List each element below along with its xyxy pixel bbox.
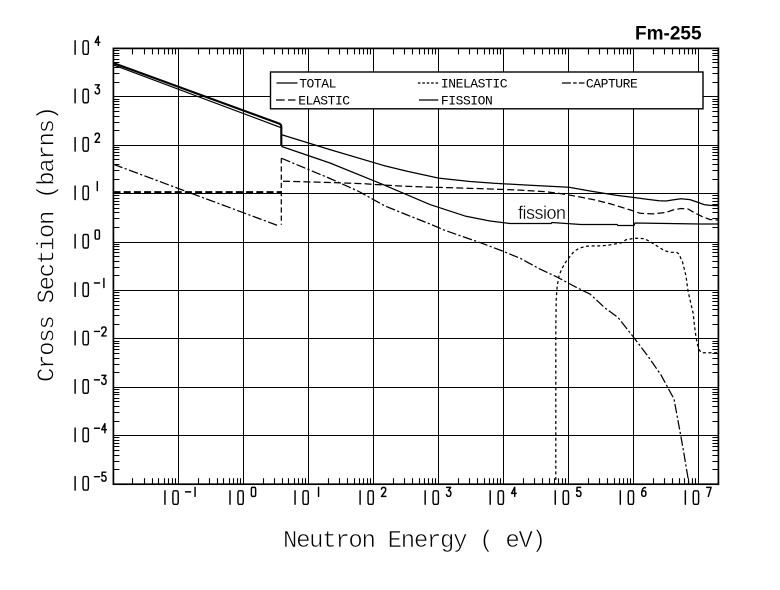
svg-text:Cross Section (barns): Cross Section (barns) xyxy=(35,107,62,382)
svg-text:Neutron Energy ( eV): Neutron Energy ( eV) xyxy=(283,528,545,555)
svg-text:fission: fission xyxy=(518,203,566,223)
svg-text:INELASTIC: INELASTIC xyxy=(441,77,508,92)
svg-text:FISSION: FISSION xyxy=(441,94,492,109)
svg-text:ELASTIC: ELASTIC xyxy=(298,94,350,109)
svg-text:CAPTURE: CAPTURE xyxy=(586,77,638,92)
svg-text:Fm-255: Fm-255 xyxy=(635,24,702,45)
svg-text:TOTAL: TOTAL xyxy=(299,77,336,92)
